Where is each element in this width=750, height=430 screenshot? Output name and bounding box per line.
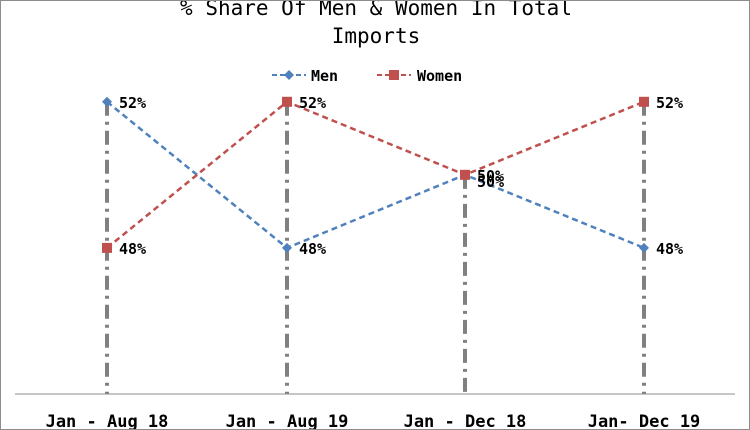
chart-title-line-2: Imports [332, 24, 421, 48]
series-markers [102, 96, 649, 253]
category-label-4: Jan- Dec 19 [588, 412, 701, 429]
legend-men-label: Men [311, 67, 338, 85]
chart-legend: Men Women [272, 67, 462, 85]
data-label-men-2: 48% [299, 240, 326, 258]
series-line-men [106, 100, 645, 250]
drop-lines [105, 101, 646, 394]
data-label-men-1: 52% [119, 94, 146, 112]
marker-women-3 [460, 169, 470, 180]
legend-women-label: Women [417, 67, 462, 85]
series-lines [106, 100, 645, 250]
data-label-women-3: 50% [477, 173, 504, 191]
marker-men-2 [282, 242, 292, 253]
category-label-3: Jan - Dec 18 [404, 412, 527, 429]
marker-women-1 [102, 242, 112, 253]
marker-men-4 [639, 242, 649, 253]
data-label-men-4: 48% [656, 240, 683, 258]
data-label-women-4: 52% [656, 94, 683, 112]
x-axis-categories: Jan - Aug 18 Jan - Aug 19 Jan - Dec 18 Jan-… [46, 412, 701, 429]
data-label-women-1: 48% [119, 240, 146, 258]
data-labels: 52% 48% 50% 48% 48% 52% 50% 52% [119, 94, 683, 258]
marker-men-1 [102, 96, 112, 107]
chart-title-line-1: % Share Of Men & Women In Total [180, 1, 572, 20]
category-label-1: Jan - Aug 18 [46, 412, 169, 429]
marker-women-4 [639, 96, 649, 107]
chart-title: % Share Of Men & Women In Total Imports [180, 1, 572, 48]
legend-men-diamond-icon [284, 70, 294, 80]
legend-women-square-icon [389, 70, 399, 80]
series-line-women [106, 100, 645, 249]
category-label-2: Jan - Aug 19 [226, 412, 349, 429]
data-label-women-2: 52% [299, 94, 326, 112]
marker-women-2 [282, 96, 292, 107]
data-label-men-3: 50% [477, 167, 504, 185]
